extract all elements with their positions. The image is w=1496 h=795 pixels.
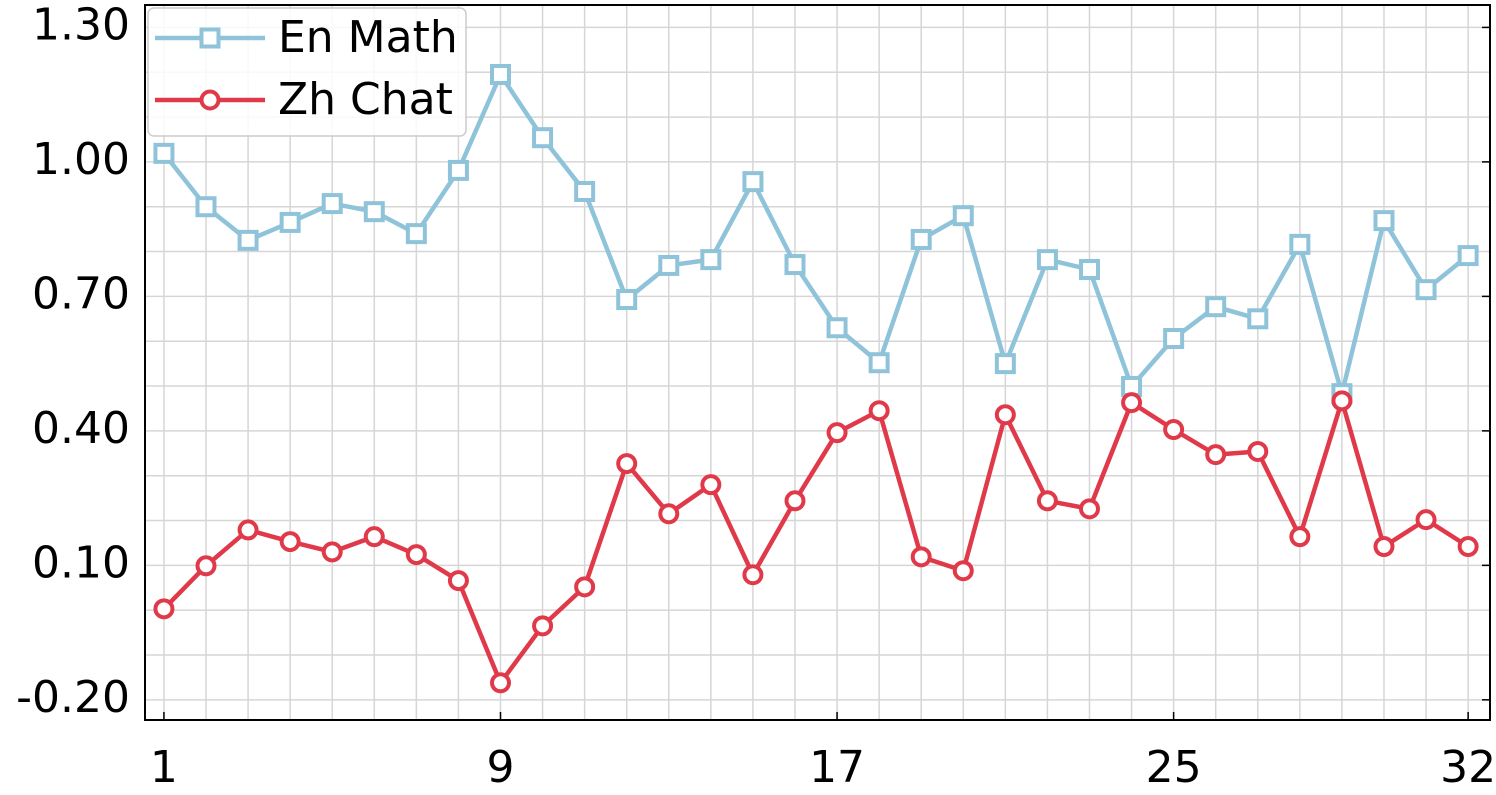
legend-marker xyxy=(199,89,221,111)
marker xyxy=(826,317,848,339)
marker xyxy=(1163,328,1185,350)
marker xyxy=(279,531,301,553)
marker xyxy=(489,672,511,694)
marker xyxy=(237,229,259,251)
marker xyxy=(1205,444,1227,466)
marker xyxy=(195,196,217,218)
marker xyxy=(153,598,175,620)
plot-frame xyxy=(144,4,1491,721)
marker xyxy=(658,503,680,525)
marker xyxy=(153,142,175,164)
y-tick-label: -0.20 xyxy=(16,672,130,723)
marker xyxy=(447,159,469,181)
marker xyxy=(616,289,638,311)
marker xyxy=(1415,509,1437,531)
series-line xyxy=(162,398,1470,686)
marker xyxy=(1121,392,1143,414)
marker xyxy=(1163,419,1185,441)
y-tick-label: 1.30 xyxy=(32,0,130,50)
marker xyxy=(1457,245,1479,267)
x-tick-label: 9 xyxy=(486,742,514,793)
marker xyxy=(742,171,764,193)
marker xyxy=(321,541,343,563)
legend-marker xyxy=(199,27,221,49)
marker xyxy=(868,400,890,422)
marker xyxy=(363,201,385,223)
marker xyxy=(279,211,301,233)
marker xyxy=(868,352,890,374)
marker xyxy=(1247,440,1269,462)
marker xyxy=(1036,490,1058,512)
marker xyxy=(742,564,764,586)
marker xyxy=(195,555,217,577)
marker xyxy=(405,544,427,566)
marker xyxy=(1289,526,1311,548)
marker xyxy=(237,519,259,541)
marker xyxy=(826,422,848,444)
marker xyxy=(910,228,932,250)
marker xyxy=(1457,536,1479,558)
x-tick-label: 17 xyxy=(809,742,865,793)
marker xyxy=(1415,279,1437,301)
marker xyxy=(616,453,638,475)
marker xyxy=(952,560,974,582)
marker xyxy=(532,615,554,637)
marker xyxy=(700,474,722,496)
marker xyxy=(784,490,806,512)
marker xyxy=(784,254,806,276)
marker xyxy=(489,63,511,85)
legend-label: Zh Chat xyxy=(278,74,453,125)
marker xyxy=(1247,308,1269,330)
marker xyxy=(910,546,932,568)
marker xyxy=(363,526,385,548)
marker xyxy=(1205,296,1227,318)
y-tick-label: 0.10 xyxy=(32,537,130,588)
x-tick-label: 25 xyxy=(1146,742,1202,793)
legend-label: En Math xyxy=(278,12,458,63)
y-tick-label: 1.00 xyxy=(32,134,130,185)
marker xyxy=(574,576,596,598)
marker xyxy=(952,205,974,227)
marker xyxy=(1373,210,1395,232)
marker xyxy=(994,353,1016,375)
marker xyxy=(1331,390,1353,412)
marker xyxy=(658,254,680,276)
marker xyxy=(321,193,343,215)
marker xyxy=(700,249,722,271)
marker xyxy=(1373,536,1395,558)
x-tick-label: 32 xyxy=(1440,742,1496,793)
marker xyxy=(1078,258,1100,280)
marker xyxy=(1078,498,1100,520)
marker xyxy=(1036,249,1058,271)
y-tick-label: 0.70 xyxy=(32,268,130,319)
marker xyxy=(1289,233,1311,255)
legend: En Math Zh Chat xyxy=(147,7,467,137)
y-tick-label: 0.40 xyxy=(32,403,130,454)
marker xyxy=(574,180,596,202)
x-tick-label: 1 xyxy=(150,742,178,793)
marker xyxy=(405,223,427,245)
marker xyxy=(532,127,554,149)
marker xyxy=(994,404,1016,426)
marker xyxy=(447,570,469,592)
